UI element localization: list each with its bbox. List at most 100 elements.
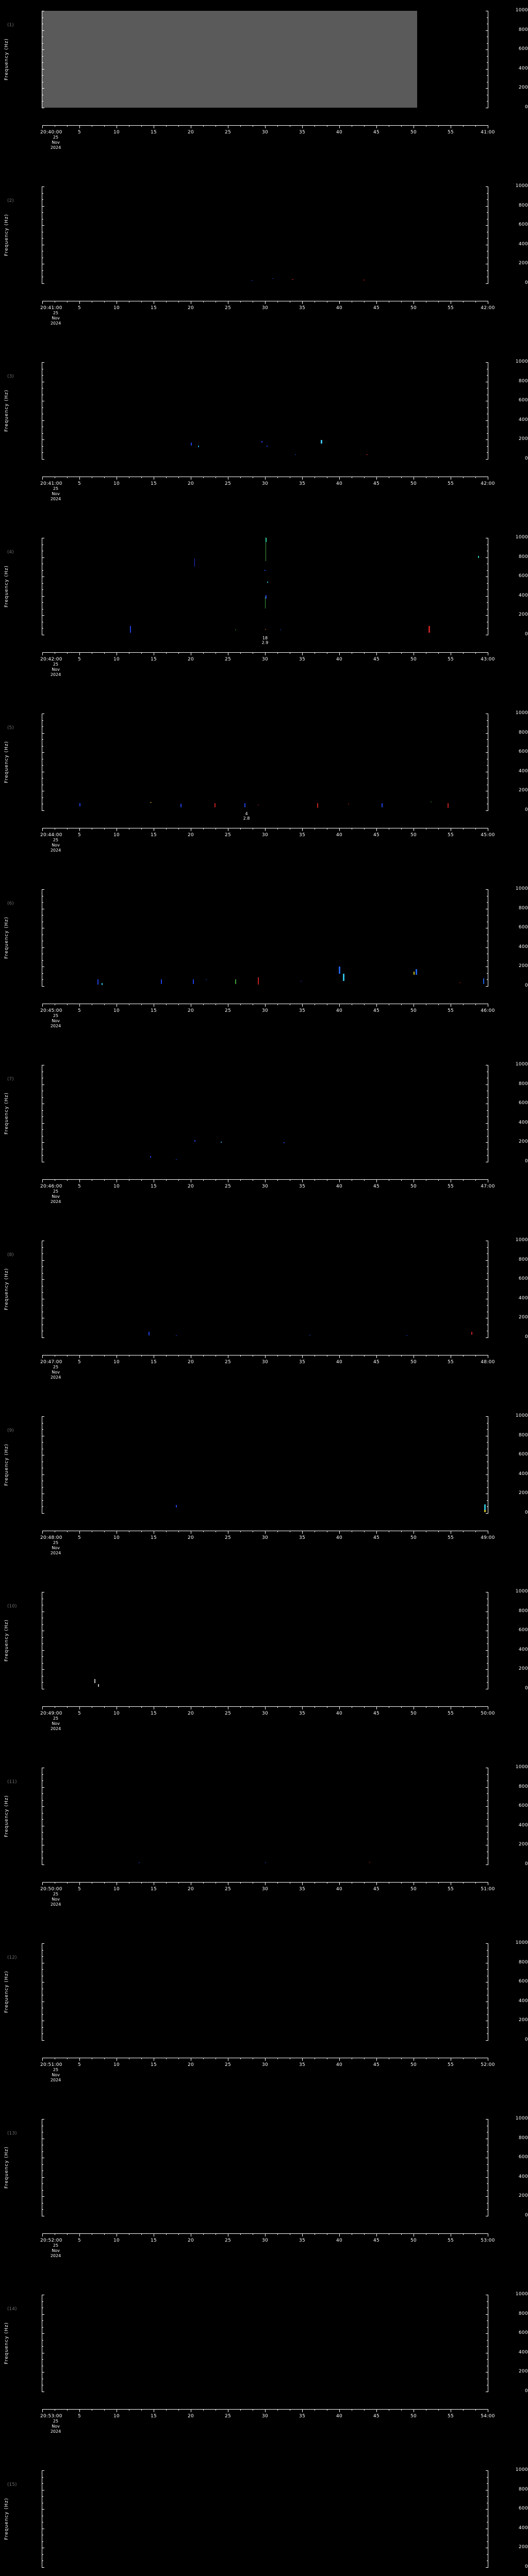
x-axis-tick-label: 5 <box>77 1711 81 1716</box>
y-axis-tick <box>486 1669 488 1670</box>
x-axis-tick-label: 20:52:00 <box>40 2238 62 2243</box>
y-axis-minor-tick <box>42 1266 43 1267</box>
x-axis-minor-tick <box>240 301 241 302</box>
y-axis-tick-label: 600 <box>518 925 528 930</box>
y-axis-minor-tick <box>487 446 488 447</box>
y-axis-minor-tick <box>487 2541 488 2542</box>
x-axis-tick-label: 50 <box>410 130 417 135</box>
x-axis-tick-label: 30 <box>261 833 269 838</box>
x-axis-tick-label: 5 <box>77 2414 81 2419</box>
x-axis-tick-label: 20:46:00 <box>40 1184 62 1189</box>
detection-mark <box>150 802 152 803</box>
x-axis-minor-tick <box>475 1355 476 1357</box>
y-axis-tick-label: 400 <box>518 417 528 422</box>
y-axis-minor-tick <box>42 2014 43 2015</box>
date-line: Nov <box>52 1019 60 1023</box>
x-axis-minor-tick <box>475 1882 476 1884</box>
x-axis-tick-label: 10 <box>113 657 120 662</box>
y-axis-tick-label: 200 <box>518 261 528 266</box>
x-axis-minor-tick <box>475 1004 476 1005</box>
x-axis-minor-tick <box>401 1531 402 1532</box>
nodata-region <box>42 11 418 108</box>
x-axis-tick-label: 50 <box>410 306 417 311</box>
x-axis-minor-tick <box>178 652 179 654</box>
x-axis-minor-tick <box>203 1355 204 1357</box>
x-axis-tick-label: 10 <box>113 306 120 311</box>
y-axis-tick <box>42 733 44 734</box>
detection-mark <box>266 595 267 599</box>
y-axis-tick <box>42 889 44 890</box>
x-axis-minor-tick <box>203 652 204 654</box>
x-axis-tick-label: 35 <box>299 657 306 662</box>
y-axis-minor-tick <box>42 583 43 584</box>
y-axis-tick <box>486 69 488 70</box>
date-line: 2024 <box>50 2253 61 2258</box>
y-axis-tick-label: 200 <box>518 788 528 793</box>
x-axis-minor-tick <box>401 1004 402 1005</box>
x-axis-date-label: 25 Nov 2024 <box>40 2419 71 2434</box>
y-axis-minor-tick <box>487 193 488 194</box>
y-axis-title-text: Frequency (Hz) <box>4 1268 9 1310</box>
x-axis-tick <box>376 1355 377 1358</box>
x-axis-tick <box>265 828 266 831</box>
x-axis-tick-label: 40 <box>336 1711 343 1716</box>
x-axis-minor-tick <box>364 1004 365 1005</box>
y-axis-minor-tick <box>42 2340 43 2341</box>
y-axis-minor-tick <box>487 1500 488 1501</box>
x-axis-minor-tick <box>401 477 402 478</box>
x-axis-minor-tick <box>277 652 278 654</box>
x-axis-minor-tick <box>364 1882 365 1884</box>
detection-mark <box>291 279 293 280</box>
x-axis-tick-label: 20 <box>187 2238 194 2243</box>
x-axis-minor-tick <box>104 1355 105 1357</box>
x-axis-date-label: 25 Nov 2024 <box>40 135 71 150</box>
date-line: 25 <box>53 1189 59 1194</box>
x-axis-minor-tick <box>104 1706 105 1708</box>
y-axis-tick-label: 600 <box>518 1979 528 1985</box>
x-axis-minor-tick <box>463 652 464 654</box>
detection-mark <box>428 626 430 633</box>
y-axis-tick-label: 400 <box>518 2525 528 2531</box>
y-axis-title-text: Frequency (Hz) <box>4 1444 9 1486</box>
x-axis-tick-label: 15 <box>150 2062 157 2067</box>
y-axis-minor-tick <box>487 2183 488 2184</box>
x-axis-tick-label: 50 <box>410 1008 417 1013</box>
y-axis-minor-tick <box>487 628 488 629</box>
y-axis-minor-tick <box>487 583 488 584</box>
y-axis-minor-tick <box>42 75 43 76</box>
x-axis-tick-label: 10 <box>113 1887 120 1892</box>
x-axis-tick <box>265 2233 266 2236</box>
x-axis-minor-tick <box>178 1531 179 1532</box>
x-axis-minor-tick <box>178 1355 179 1357</box>
x-axis-tick-label: 40 <box>336 2414 343 2419</box>
date-line: Nov <box>52 1546 60 1550</box>
x-axis-minor-tick <box>240 1179 241 1181</box>
y-axis-tick <box>486 225 488 226</box>
date-line: Nov <box>52 2248 60 2253</box>
x-axis-tick <box>265 1355 266 1358</box>
x-axis-minor-tick <box>203 828 204 829</box>
y-axis-tick <box>42 283 44 284</box>
y-axis-tick-label: 600 <box>518 398 528 403</box>
x-axis-tick <box>79 1531 80 1534</box>
y-axis-title-text: Frequency (Hz) <box>4 917 9 959</box>
y-axis-tick <box>42 2509 44 2510</box>
x-axis-tick-label: 55 <box>447 1008 454 1013</box>
y-axis-tick-label: 200 <box>518 2545 528 2550</box>
y-axis-tick <box>42 1806 44 1807</box>
x-axis-minor-tick <box>203 1179 204 1181</box>
x-axis-tick <box>302 125 303 128</box>
x-axis-tick <box>302 2233 303 2236</box>
x-axis-tick <box>265 2409 266 2412</box>
x-axis-minor-tick <box>277 1179 278 1181</box>
spectrogram-panel: 0 200 400 600 800 1000 Frequency (Hz) (2) 20:41:… <box>0 176 528 351</box>
x-axis-tick <box>265 2058 266 2061</box>
y-axis-minor-tick <box>42 1774 43 1775</box>
x-axis-tick <box>79 1179 80 1182</box>
y-axis-tick <box>486 1513 488 1514</box>
y-axis-title-text: Frequency (Hz) <box>4 565 9 607</box>
x-axis-tick-label: 30 <box>261 481 269 486</box>
x-axis-minor-tick <box>166 1179 167 1181</box>
y-axis-tick <box>486 2119 488 2120</box>
date-line: 25 <box>53 135 59 140</box>
